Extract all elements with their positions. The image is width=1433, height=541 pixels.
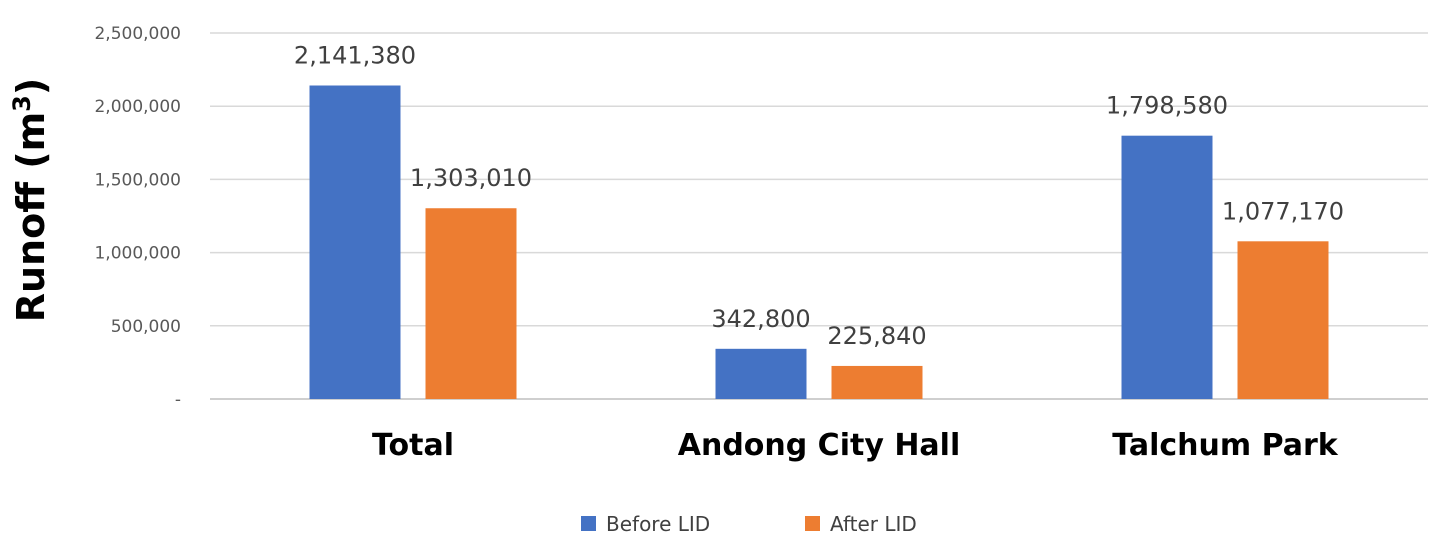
y-axis-title-close: ) xyxy=(9,78,53,95)
bar-after-lid xyxy=(1237,241,1329,399)
legend-swatch xyxy=(805,516,820,531)
y-axis-title-main: Runoff (m xyxy=(9,112,53,322)
bar-before-lid xyxy=(1121,135,1213,400)
data-label: 342,800 xyxy=(711,305,810,333)
x-category-label: Talchum Park xyxy=(1112,428,1339,463)
bar-before-lid xyxy=(309,85,401,400)
y-axis-ticks: - 500,000 1,000,000 1,500,000 2,000,000 2,500… xyxy=(94,24,181,410)
data-label: 2,141,380 xyxy=(294,42,416,70)
y-axis-title-superscript: 3 xyxy=(8,95,36,112)
legend-label: Before LID xyxy=(606,512,710,536)
bar-after-lid xyxy=(425,208,517,399)
data-label: 1,303,010 xyxy=(410,164,532,192)
data-label: 1,798,580 xyxy=(1106,92,1228,120)
y-tick-label: 1,000,000 xyxy=(94,244,181,264)
y-tick-label: 500,000 xyxy=(111,317,181,337)
legend: Before LID After LID xyxy=(581,512,917,536)
y-axis-title: Runoff (m3) xyxy=(8,78,53,323)
x-axis-categories: Total Andong City Hall Talchum Park xyxy=(372,428,1339,463)
y-tick-label: - xyxy=(175,390,181,410)
bar-before-lid xyxy=(715,348,807,399)
bars xyxy=(309,85,1329,400)
y-tick-label: 2,000,000 xyxy=(94,97,181,117)
data-label: 1,077,170 xyxy=(1222,197,1344,225)
bar-after-lid xyxy=(831,365,923,399)
x-category-label: Total xyxy=(372,428,454,463)
legend-label: After LID xyxy=(830,512,917,536)
data-labels: 2,141,380 1,303,010 342,800 225,840 1,798,58… xyxy=(294,42,1344,350)
x-category-label: Andong City Hall xyxy=(678,428,961,463)
legend-swatch xyxy=(581,516,596,531)
gridlines xyxy=(210,32,1428,400)
y-tick-label: 1,500,000 xyxy=(94,170,181,190)
data-label: 225,840 xyxy=(827,322,926,350)
y-tick-label: 2,500,000 xyxy=(94,24,181,44)
